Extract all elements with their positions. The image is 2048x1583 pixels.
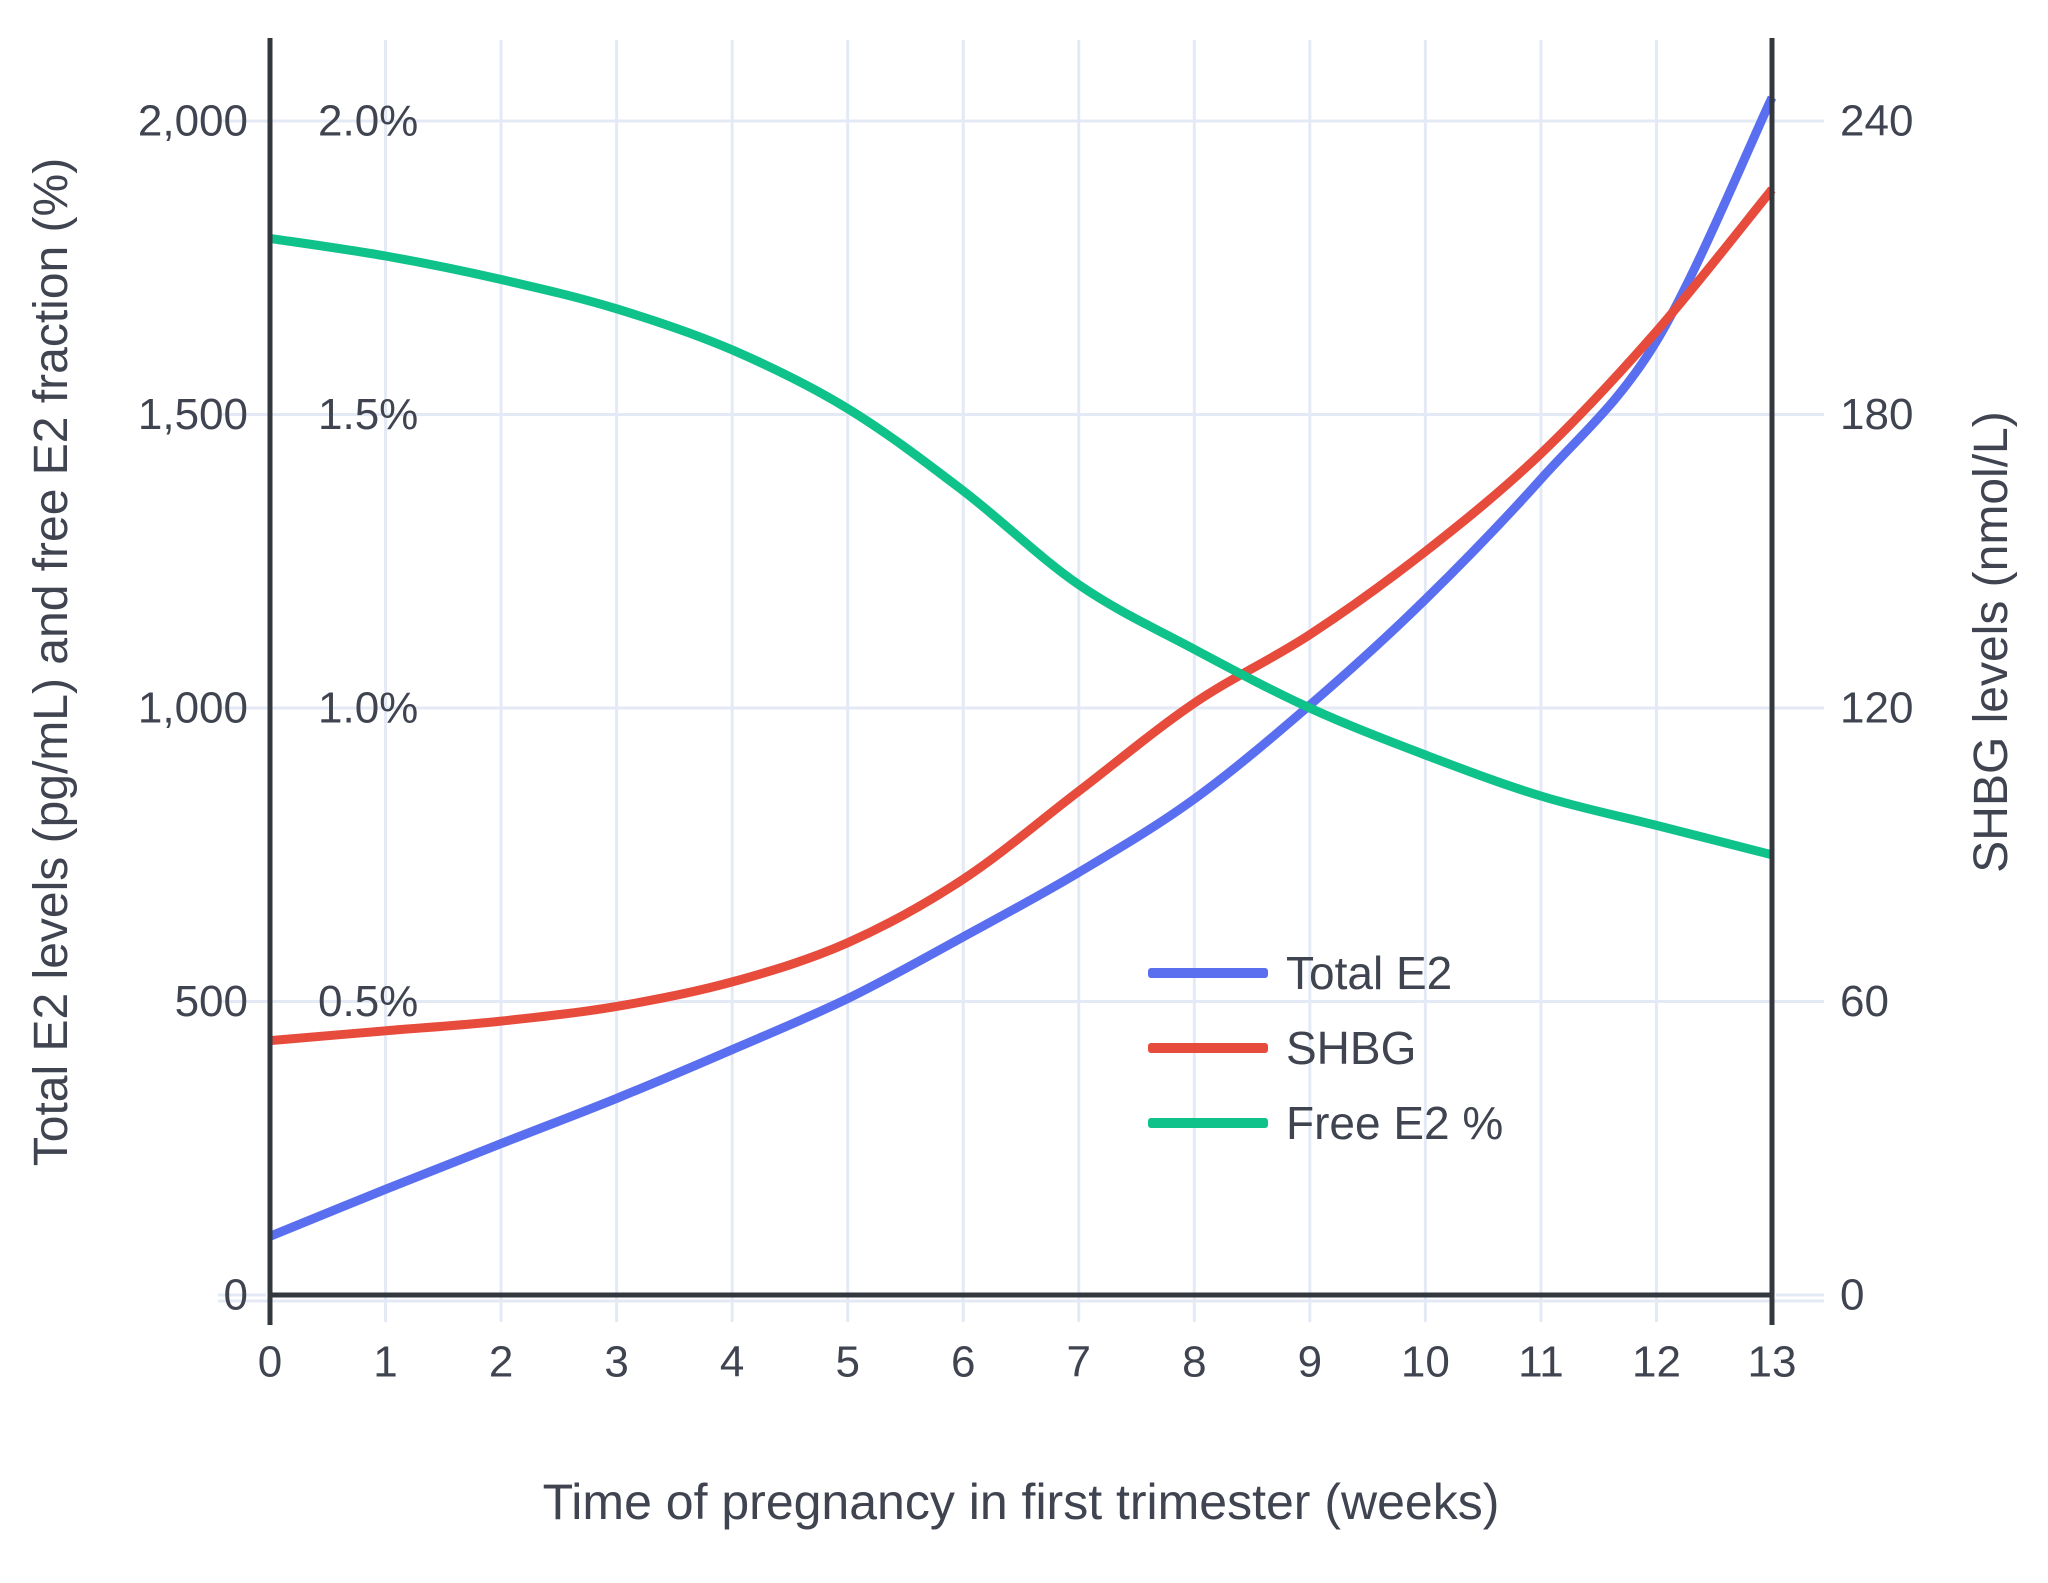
- legend-item-shbg: SHBG: [1148, 1022, 1416, 1074]
- legend-label-shbg: SHBG: [1286, 1022, 1416, 1074]
- x-tick-label-10: 10: [1401, 1338, 1450, 1387]
- percent-label-1.5%: 1.5%: [318, 390, 418, 439]
- percent-label-2.0%: 2.0%: [318, 97, 418, 146]
- y-axis-title-left: Total E2 levels (pg/mL) and free E2 frac…: [25, 157, 78, 1167]
- right-tick-label-0: 0: [1840, 1271, 1864, 1320]
- x-tick-label-13: 13: [1748, 1338, 1797, 1387]
- legend-item-free-e2-pct: Free E2 %: [1148, 1097, 1503, 1149]
- legend-swatch-total-e2: [1148, 968, 1268, 978]
- left-tick-label-2,000: 2,000: [138, 97, 248, 146]
- left-tick-label-1,000: 1,000: [138, 684, 248, 733]
- x-axis-title: Time of pregnancy in first trimester (we…: [542, 1474, 1500, 1530]
- curve-shbg: [269, 186, 1776, 1046]
- x-tick-label-11: 11: [1518, 1338, 1564, 1387]
- right-tick-label-120: 120: [1840, 684, 1913, 733]
- percent-label-0.5%: 0.5%: [318, 977, 418, 1026]
- legend-item-total-e2: Total E2: [1148, 947, 1452, 999]
- x-tick-label-12: 12: [1632, 1338, 1681, 1387]
- x-tick-label-5: 5: [835, 1338, 859, 1387]
- x-tick-label-1: 1: [373, 1338, 397, 1387]
- legend-swatch-shbg: [1148, 1043, 1268, 1053]
- curve-total-e2: [268, 95, 1777, 1241]
- right-tick-label-60: 60: [1840, 977, 1889, 1026]
- x-tick-label-6: 6: [951, 1338, 975, 1387]
- x-tick-label-7: 7: [1067, 1338, 1091, 1387]
- legend-label-free-e2-pct: Free E2 %: [1286, 1097, 1503, 1149]
- curve-free-e2-pct: [269, 233, 1774, 860]
- left-tick-label-500: 500: [175, 977, 248, 1026]
- x-tick-label-9: 9: [1298, 1338, 1322, 1387]
- legend-swatch-free-e2-pct: [1148, 1118, 1268, 1128]
- left-tick-label-1,500: 1,500: [138, 390, 248, 439]
- x-tick-label-4: 4: [720, 1338, 744, 1387]
- x-tick-label-0: 0: [258, 1338, 282, 1387]
- x-tick-label-3: 3: [604, 1338, 628, 1387]
- percent-label-1.0%: 1.0%: [318, 684, 418, 733]
- left-tick-label-0: 0: [224, 1271, 248, 1320]
- right-tick-label-240: 240: [1840, 97, 1913, 146]
- right-tick-label-180: 180: [1840, 390, 1913, 439]
- x-tick-label-2: 2: [489, 1338, 513, 1387]
- y-axis-title-right: SHBG levels (nmol/L): [1965, 411, 2018, 873]
- legend-label-total-e2: Total E2: [1286, 947, 1452, 999]
- legend: Total E2 SHBG Free E2 %: [1148, 947, 1503, 1149]
- x-tick-label-8: 8: [1182, 1338, 1206, 1387]
